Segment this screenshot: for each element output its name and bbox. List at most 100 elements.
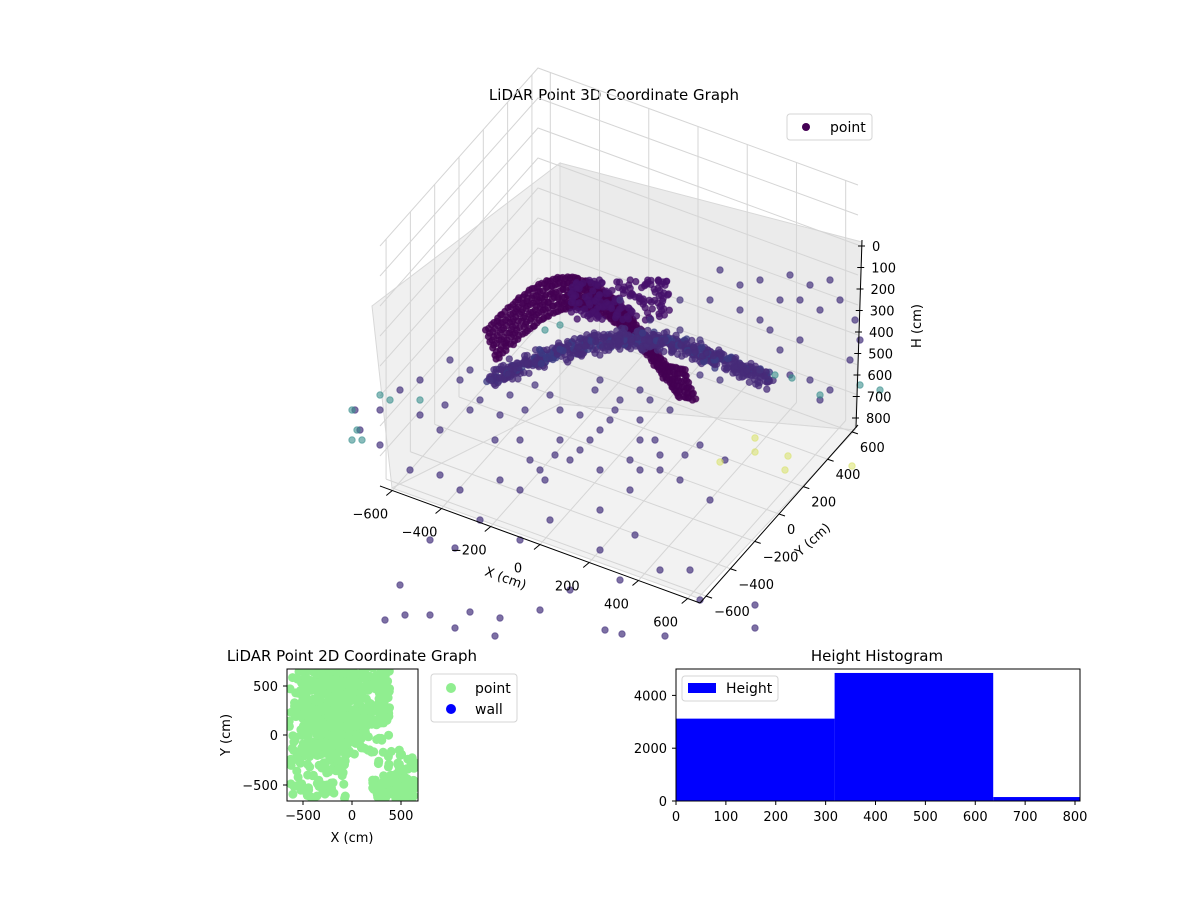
x-tick-label-3d: 200 xyxy=(555,580,580,595)
point-3d xyxy=(573,284,581,292)
x-axis-label-2d: X (cm) xyxy=(331,831,374,846)
y-tick-label-2d: 500 xyxy=(253,680,278,695)
grid-line-height xyxy=(379,97,859,277)
point-3d xyxy=(556,406,564,414)
points-3d xyxy=(348,266,884,640)
point-3d xyxy=(636,466,644,474)
point-2d xyxy=(320,789,330,799)
point-3d xyxy=(756,276,764,284)
z-ticks-3d: 0 100 200 300 400 500 600 700 800 xyxy=(852,240,896,427)
grid-line-height xyxy=(379,247,859,427)
point-3d xyxy=(656,566,664,574)
y-tick-label-3d: −200 xyxy=(763,550,799,565)
point-3d xyxy=(586,436,594,444)
point-2d xyxy=(316,741,326,751)
point-3d xyxy=(596,426,604,434)
point-3d xyxy=(608,286,616,295)
point-2d xyxy=(335,747,345,756)
legend-histogram: Height xyxy=(681,675,779,702)
histogram-x-tick-label: 200 xyxy=(763,810,788,825)
point-3d xyxy=(466,406,474,414)
point-2d xyxy=(353,698,362,708)
point-2d xyxy=(328,681,338,691)
point-3d xyxy=(626,276,634,284)
point-3d xyxy=(396,581,404,589)
point-3d xyxy=(736,306,744,314)
z-tick-label-3d: 300 xyxy=(870,305,895,320)
point-3d xyxy=(603,342,611,351)
point-2d xyxy=(307,703,316,713)
point-2d xyxy=(329,788,339,798)
y-tick-3d xyxy=(754,540,761,544)
y-tick-3d xyxy=(803,486,810,490)
histogram-x-tick-label: 500 xyxy=(913,810,938,825)
point-3d xyxy=(416,376,424,384)
point-3d xyxy=(688,336,696,345)
x-tick-label-3d: 0 xyxy=(514,562,522,577)
point-2d xyxy=(374,756,384,766)
histogram-bar xyxy=(834,672,994,801)
legend-3d-marker xyxy=(802,123,810,131)
point-3d xyxy=(709,351,718,360)
chart-2d-title: LiDAR Point 2D Coordinate Graph xyxy=(227,647,477,665)
point-2d xyxy=(317,685,327,695)
point-3d xyxy=(856,381,864,389)
point-3d xyxy=(637,283,646,292)
point-2d xyxy=(400,773,410,783)
point-3d xyxy=(406,466,414,474)
point-3d xyxy=(816,391,824,399)
point-3d xyxy=(596,351,604,359)
point-3d xyxy=(581,342,589,350)
point-3d xyxy=(618,324,626,332)
grid-line-x xyxy=(638,402,797,581)
point-2d xyxy=(314,707,324,717)
point-2d xyxy=(313,748,323,758)
z-tick-label-3d: 600 xyxy=(868,369,893,384)
point-3d xyxy=(628,335,636,343)
point-2d xyxy=(300,699,310,709)
point-3d xyxy=(751,434,759,442)
point-3d xyxy=(607,303,615,311)
point-3d xyxy=(496,411,504,419)
y-tick-label-3d: −600 xyxy=(714,605,750,620)
histogram-x-tick-label: 600 xyxy=(963,810,988,825)
z-tick-label-3d: 500 xyxy=(868,348,893,363)
point-3d xyxy=(641,304,649,312)
point-3d xyxy=(651,436,659,444)
legend-2d-marker-point xyxy=(446,683,456,693)
point-3d xyxy=(661,632,669,640)
legend-histogram-label: Height xyxy=(726,681,773,697)
point-3d xyxy=(731,355,739,363)
y-tick-3d xyxy=(730,568,737,572)
point-3d xyxy=(348,436,356,444)
z-tick-label-3d: 800 xyxy=(866,412,891,427)
x-tick-3d xyxy=(484,526,492,532)
point-3d xyxy=(786,271,794,279)
point-3d xyxy=(618,630,626,638)
point-3d xyxy=(655,312,664,321)
point-3d xyxy=(376,441,384,449)
point-3d xyxy=(585,299,593,307)
y-tick-label-3d: 200 xyxy=(811,496,836,511)
point-2d xyxy=(327,779,337,789)
point-2d xyxy=(386,746,396,756)
point-2d xyxy=(391,794,401,801)
point-3d xyxy=(523,359,532,368)
point-2d xyxy=(363,705,373,715)
point-3d xyxy=(706,496,714,504)
histogram-frame xyxy=(675,668,1081,802)
point-2d xyxy=(350,721,360,731)
point-2d xyxy=(344,748,354,758)
point-3d xyxy=(626,456,634,464)
point-2d xyxy=(334,724,344,734)
point-3d xyxy=(577,334,585,342)
point-2d xyxy=(360,669,370,673)
point-3d xyxy=(796,296,804,304)
point-2d xyxy=(376,669,386,676)
point-2d xyxy=(368,669,378,673)
point-3d xyxy=(569,293,578,301)
x-tick-3d xyxy=(632,580,639,586)
point-3d xyxy=(626,486,634,494)
point-2d xyxy=(330,669,340,675)
point-3d xyxy=(466,366,474,374)
